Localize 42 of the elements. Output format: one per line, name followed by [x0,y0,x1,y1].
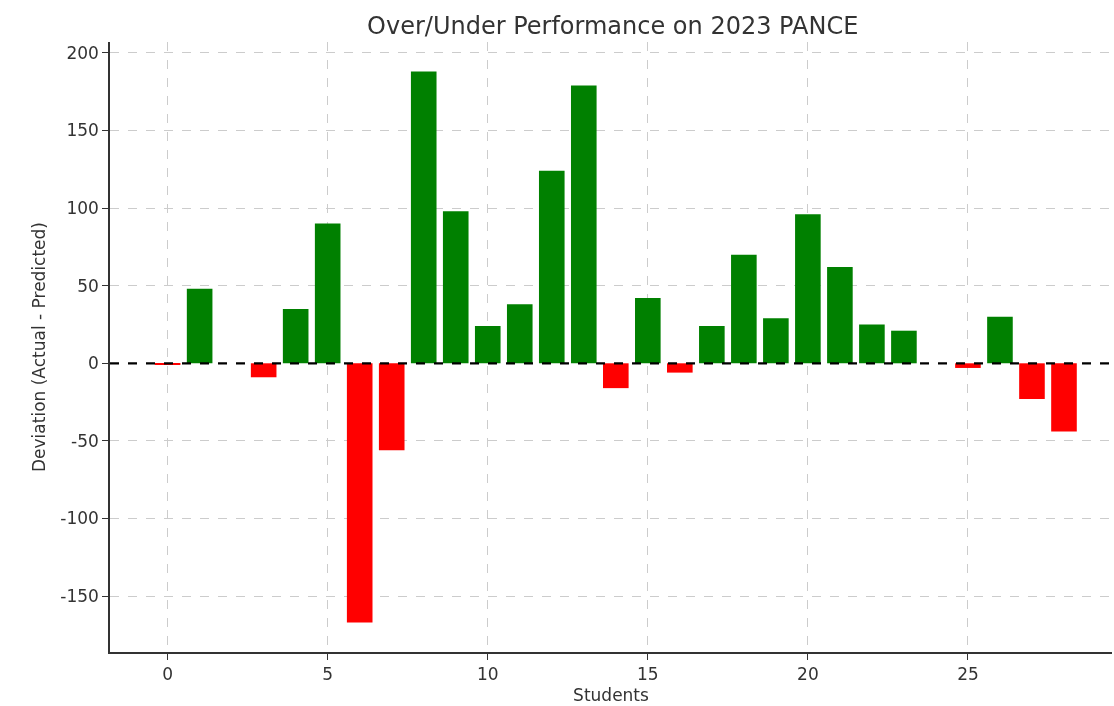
x-tick-label: 20 [797,664,819,685]
bar [667,363,693,373]
y-tick-label: -50 [71,430,99,451]
x-tick-label: 15 [636,664,659,685]
y-axis-title: Deviation (Actual - Predicted) [29,222,50,472]
bar [346,363,373,623]
bar [378,363,405,451]
bar [570,85,597,364]
bar [1019,363,1045,399]
bar [795,214,821,364]
bar [314,223,341,364]
y-tick-label: 150 [66,120,99,141]
bar [250,363,277,378]
x-axis-title: Students [573,685,650,706]
bar [699,326,725,364]
bar [538,170,565,364]
y-tick-label: 0 [88,353,99,374]
bar [474,326,501,364]
x-tick-label: 5 [322,664,334,685]
bar [186,288,213,364]
bar [282,308,309,364]
bar [410,71,437,364]
bar [506,304,533,364]
bar [635,298,661,364]
x-tick-label: 25 [957,664,979,685]
x-tick-label: 10 [476,664,499,685]
bar [603,363,629,389]
bar [763,318,789,364]
y-tick-label: -100 [60,508,99,529]
y-tick-label: 50 [77,275,99,296]
bar [1051,363,1077,432]
bar [859,324,885,364]
bar [827,267,853,364]
bar [442,211,469,364]
chart-title: Over/Under Performance on 2023 PANCE [367,12,859,41]
bar [987,316,1013,364]
bar [891,330,917,364]
y-tick-label: 200 [66,42,99,63]
bar [731,254,757,364]
y-tick-label: 100 [66,198,99,219]
x-tick-label: 0 [162,664,174,685]
y-tick-label: -150 [60,586,99,607]
